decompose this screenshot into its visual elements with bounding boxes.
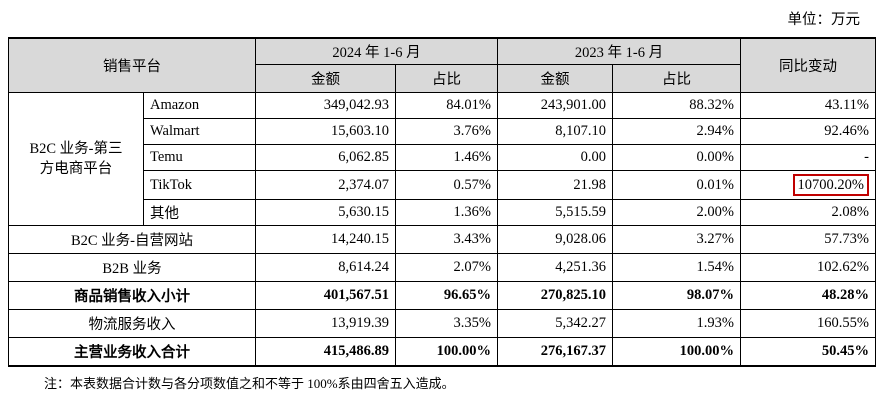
cell: 14,240.15 bbox=[255, 225, 396, 254]
header-platform: 销售平台 bbox=[8, 37, 256, 93]
table-row: B2B 业务 8,614.24 2.07% 4,251.36 1.54% 102.62% bbox=[8, 253, 876, 282]
cell: 270,825.10 bbox=[497, 281, 613, 310]
table-body: B2C 业务-第三方电商平台 Amazon 349,042.93 84.01% 243,… bbox=[8, 92, 876, 366]
cell: 0.01% bbox=[612, 170, 741, 200]
cell: 0.00 bbox=[497, 144, 613, 171]
cell: 2.94% bbox=[612, 118, 741, 145]
cell: 1.36% bbox=[395, 199, 498, 226]
cell: 10700.20% bbox=[740, 170, 876, 200]
cell: 3.76% bbox=[395, 118, 498, 145]
header-sub: 金额 bbox=[255, 64, 396, 93]
cell: 92.46% bbox=[740, 118, 876, 145]
cell: 243,901.00 bbox=[497, 92, 613, 119]
cell: 21.98 bbox=[497, 170, 613, 200]
cell: 2.07% bbox=[395, 253, 498, 282]
cell: 415,486.89 bbox=[255, 337, 396, 366]
cell: 6,062.85 bbox=[255, 144, 396, 171]
table-row: Temu 6,062.85 1.46% 0.00 0.00% - bbox=[9, 144, 876, 171]
header-yoy: 同比变动 bbox=[740, 37, 876, 93]
header-period: 2023 年 1-6 月 bbox=[497, 37, 741, 65]
header-sub: 占比 bbox=[612, 64, 741, 93]
cell: 401,567.51 bbox=[255, 281, 396, 310]
table-row: 主营业务收入合计 415,486.89 100.00% 276,167.37 100.0… bbox=[8, 337, 876, 366]
table-row: B2C 业务-自营网站 14,240.15 3.43% 9,028.06 3.27% 57… bbox=[8, 225, 876, 254]
row-label: TikTok bbox=[143, 170, 256, 200]
header-sub: 金额 bbox=[497, 64, 613, 93]
row-label: B2C 业务-自营网站 bbox=[8, 225, 256, 254]
cell: 1.54% bbox=[612, 253, 741, 282]
cell: 5,515.59 bbox=[497, 199, 613, 226]
cell: 15,603.10 bbox=[255, 118, 396, 145]
cell: 276,167.37 bbox=[497, 337, 613, 366]
highlighted-value: 10700.20% bbox=[792, 173, 869, 196]
cell: 3.43% bbox=[395, 225, 498, 254]
footnote: 注：本表数据合计数与各分项数值之和不等于 100%系由四舍五入造成。 bbox=[44, 376, 455, 391]
cell: 100.00% bbox=[612, 337, 741, 366]
row-label: 物流服务收入 bbox=[8, 309, 256, 338]
row-label: Walmart bbox=[143, 118, 256, 145]
cell: 349,042.93 bbox=[255, 92, 396, 119]
cell: 8,614.24 bbox=[255, 253, 396, 282]
cell: 160.55% bbox=[740, 309, 876, 338]
cell: 1.46% bbox=[395, 144, 498, 171]
cell: 13,919.39 bbox=[255, 309, 396, 338]
cell: 57.73% bbox=[740, 225, 876, 254]
cell: 2.00% bbox=[612, 199, 741, 226]
cell: 3.35% bbox=[395, 309, 498, 338]
cell: - bbox=[740, 144, 876, 171]
row-label: Temu bbox=[143, 144, 256, 171]
unit-label: 单位：万元 bbox=[787, 12, 861, 28]
cell: 84.01% bbox=[395, 92, 498, 119]
cell: 2,374.07 bbox=[255, 170, 396, 200]
table-row: B2C 业务-第三方电商平台 Amazon 349,042.93 84.01% 243,… bbox=[8, 92, 876, 226]
cell: 48.28% bbox=[740, 281, 876, 310]
cell: 8,107.10 bbox=[497, 118, 613, 145]
header-sub: 占比 bbox=[395, 64, 498, 93]
row-label: 商品销售收入小计 bbox=[8, 281, 256, 310]
cell: 98.07% bbox=[612, 281, 741, 310]
row-label: 主营业务收入合计 bbox=[8, 337, 256, 366]
cell: 1.93% bbox=[612, 309, 741, 338]
cell: 2.08% bbox=[740, 199, 876, 226]
row-label: 其他 bbox=[143, 199, 256, 226]
cell: 5,342.27 bbox=[497, 309, 613, 338]
cell: 4,251.36 bbox=[497, 253, 613, 282]
cell: 88.32% bbox=[612, 92, 741, 119]
table-row: 商品销售收入小计 401,567.51 96.65% 270,825.10 98.07%… bbox=[8, 281, 876, 310]
cell: 0.00% bbox=[612, 144, 741, 171]
row-label: Amazon bbox=[143, 92, 256, 119]
cell: 102.62% bbox=[740, 253, 876, 282]
cell: 5,630.15 bbox=[255, 199, 396, 226]
revenue-table: 销售平台 2024 年 1-6 月 2023 年 1-6 月 同比变动 金额 占… bbox=[8, 37, 876, 367]
cell: 50.45% bbox=[740, 337, 876, 366]
cell: 100.00% bbox=[395, 337, 498, 366]
cell: 9,028.06 bbox=[497, 225, 613, 254]
cell: 96.65% bbox=[395, 281, 498, 310]
row-label: B2B 业务 bbox=[8, 253, 256, 282]
cell: 0.57% bbox=[395, 170, 498, 200]
table-row: 物流服务收入 13,919.39 3.35% 5,342.27 1.93% 160.55% bbox=[8, 309, 876, 338]
header-period: 2024 年 1-6 月 bbox=[255, 37, 498, 65]
group-label: B2C 业务-第三方电商平台 bbox=[8, 92, 144, 226]
table-row: Walmart 15,603.10 3.76% 8,107.10 2.94% 92.46% bbox=[9, 118, 876, 145]
cell: 3.27% bbox=[612, 225, 741, 254]
cell: 43.11% bbox=[740, 92, 876, 119]
